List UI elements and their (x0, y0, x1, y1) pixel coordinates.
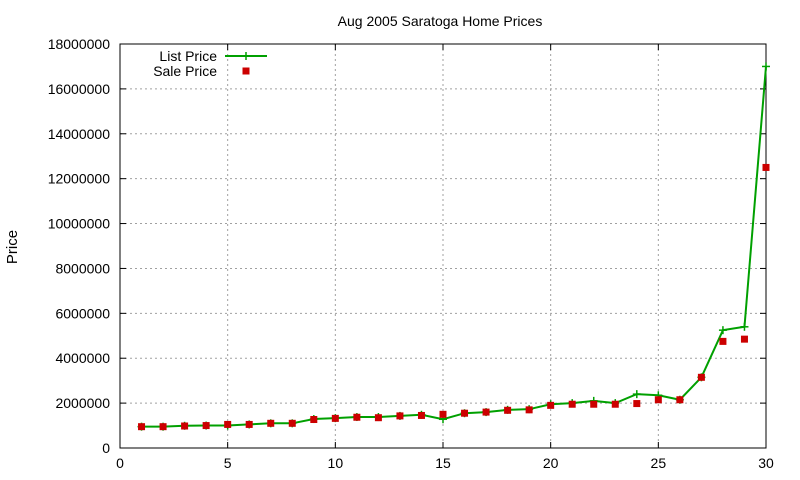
sale-price-point (461, 409, 469, 417)
x-tick-label: 0 (116, 455, 124, 471)
sale-price-point (439, 410, 447, 418)
legend: List Price Sale Price (153, 48, 267, 79)
sale-price-point (417, 411, 425, 419)
sale-price-point (547, 401, 555, 409)
sale-price-point (504, 406, 512, 414)
sale-price-point (676, 396, 684, 404)
sale-price-point (482, 408, 490, 416)
sale-price-point (310, 415, 318, 423)
series-layer (137, 62, 770, 431)
x-tick-label: 25 (651, 455, 667, 471)
list-price-line (141, 66, 767, 428)
axis-ticks: 0 5 10 15 20 25 30 0 2000000 4000000 6000000 800000… (48, 36, 774, 471)
x-tick-label: 5 (224, 455, 232, 471)
sale-price-point (396, 412, 404, 420)
x-tick-label: 10 (328, 455, 344, 471)
grid-lines (120, 44, 766, 448)
y-tick-label: 4000000 (55, 350, 110, 366)
y-tick-label: 18000000 (48, 36, 111, 52)
list-price-point (632, 390, 641, 399)
sale-price-point (331, 414, 339, 422)
sale-price-point (245, 420, 253, 428)
x-tick-label: 15 (435, 455, 451, 471)
y-tick-label: 0 (102, 440, 110, 456)
y-tick-label: 8000000 (55, 260, 110, 276)
sale-price-point (224, 420, 232, 428)
x-tick-label: 30 (758, 455, 774, 471)
sale-price-point (374, 414, 382, 422)
list-price-point (762, 62, 770, 71)
sale-price-point (740, 335, 748, 343)
chart-title: Aug 2005 Saratoga Home Prices (338, 13, 543, 29)
sale-price-point (525, 406, 533, 414)
y-tick-label: 14000000 (48, 126, 111, 142)
legend-label-sale-price: Sale Price (153, 63, 217, 79)
sale-price-point (762, 163, 770, 171)
sale-price-point (267, 419, 275, 427)
sale-price-point (590, 400, 598, 408)
sale-price-point (181, 422, 189, 430)
y-tick-label: 6000000 (55, 305, 110, 321)
sale-price-point (159, 423, 167, 431)
sale-price-point (633, 400, 641, 408)
legend-label-list-price: List Price (159, 48, 217, 64)
x-tick-label: 20 (543, 455, 559, 471)
sale-price-point (611, 400, 619, 408)
sale-price-point (697, 373, 705, 381)
legend-sale-price-marker (242, 67, 250, 75)
sale-price-point (654, 396, 662, 404)
list-price-point (740, 322, 749, 331)
sale-price-point (353, 413, 361, 421)
y-tick-label: 12000000 (48, 171, 111, 187)
sale-price-point (288, 419, 296, 427)
list-price-point (718, 326, 727, 335)
sale-price-point (719, 337, 727, 345)
sale-price-point (568, 400, 576, 408)
y-tick-label: 16000000 (48, 81, 111, 97)
y-tick-label: 10000000 (48, 216, 111, 232)
sale-price-point (202, 422, 210, 430)
y-tick-label: 2000000 (55, 395, 110, 411)
sale-price-point (138, 423, 146, 431)
y-axis-label: Price (4, 230, 21, 264)
